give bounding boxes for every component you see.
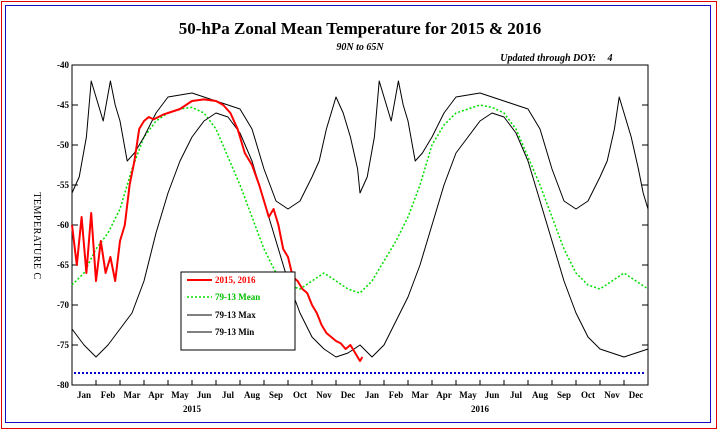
x-tick-label: Nov bbox=[604, 390, 620, 400]
x-tick-label: Aug bbox=[244, 390, 261, 400]
chart-subtitle: 90N to 65N bbox=[336, 42, 384, 53]
legend-label-mean: 79-13 Mean bbox=[215, 292, 260, 302]
x-tick-label: Mar bbox=[412, 390, 429, 400]
x-tick-label: Dec bbox=[629, 390, 644, 400]
mean-series-line bbox=[71, 104, 649, 294]
y-axis-label: TEMPERATURE C bbox=[31, 192, 42, 279]
y-axis: -40 -45 -50 -55 -60 -65 -70 -75 -80 bbox=[57, 60, 648, 390]
x-year-label: 2016 bbox=[471, 404, 490, 414]
x-tick-label: Jan bbox=[365, 390, 379, 400]
x-tick-label: Apr bbox=[148, 390, 164, 400]
y-tick-label: -40 bbox=[57, 60, 69, 70]
y-tick-label: -75 bbox=[57, 340, 69, 350]
y-tick-label: -70 bbox=[57, 300, 69, 310]
y-tick-label: -80 bbox=[57, 380, 69, 390]
x-tick-label: Jul bbox=[510, 390, 523, 400]
legend-label-observed: 2015, 2016 bbox=[215, 275, 256, 285]
min-series-line bbox=[71, 112, 649, 358]
y-tick-label: -65 bbox=[57, 260, 69, 270]
x-tick-label: May bbox=[459, 390, 477, 400]
x-tick-label: Aug bbox=[532, 390, 549, 400]
observed-series-line bbox=[71, 98, 364, 362]
y-tick-label: -50 bbox=[57, 140, 69, 150]
x-tick-label: Nov bbox=[316, 390, 332, 400]
x-tick-label: Apr bbox=[436, 390, 452, 400]
y-tick-label: -45 bbox=[57, 100, 69, 110]
x-tick-label: Jul bbox=[222, 390, 235, 400]
x-tick-label: Jan bbox=[77, 390, 91, 400]
y-tick-label: -55 bbox=[57, 180, 69, 190]
x-tick-label: Sep bbox=[269, 390, 283, 400]
inner-border bbox=[5, 5, 711, 423]
update-value: 4 bbox=[607, 53, 613, 64]
x-axis: Jan Feb Mar Apr May Jun Jul Aug Sep Oct Nov Dec Jan F… bbox=[71, 380, 649, 414]
legend-label-max: 79-13 Max bbox=[215, 310, 256, 320]
x-tick-label: Jun bbox=[485, 390, 500, 400]
x-tick-label: Jun bbox=[197, 390, 212, 400]
x-tick-label: Mar bbox=[124, 390, 141, 400]
legend-box bbox=[180, 271, 296, 351]
x-tick-label: May bbox=[171, 390, 189, 400]
x-tick-label: Dec bbox=[341, 390, 356, 400]
legend: 2015, 2016 79-13 Mean 79-13 Max 79-13 Mi… bbox=[180, 271, 296, 351]
x-tick-label: Sep bbox=[557, 390, 571, 400]
legend-label-min: 79-13 Min bbox=[215, 327, 254, 337]
x-tick-label: Feb bbox=[101, 390, 116, 400]
x-tick-label: Oct bbox=[293, 390, 307, 400]
update-label: Updated through DOY: bbox=[500, 53, 596, 64]
y-tick-label: -60 bbox=[57, 220, 69, 230]
x-tick-label: Oct bbox=[581, 390, 595, 400]
chart-title: 50-hPa Zonal Mean Temperature for 2015 &… bbox=[179, 19, 542, 38]
max-series-line bbox=[71, 80, 649, 210]
x-year-label: 2015 bbox=[183, 404, 202, 414]
series-layer bbox=[71, 80, 649, 362]
x-tick-label: Feb bbox=[389, 390, 404, 400]
